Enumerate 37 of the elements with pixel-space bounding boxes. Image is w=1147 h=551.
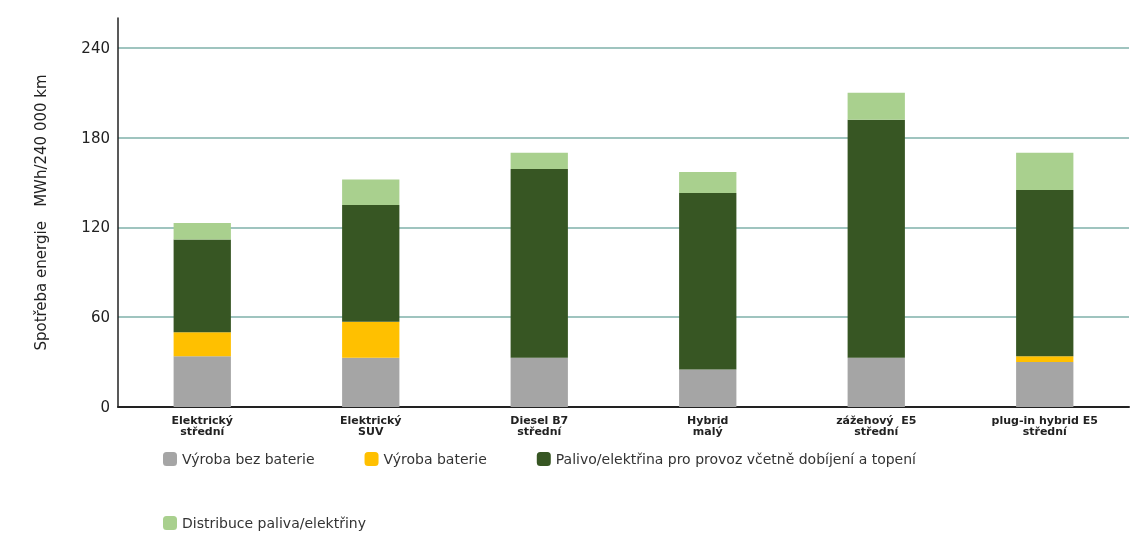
x-tick-label: Diesel B7 střední [510, 414, 569, 438]
x-tick-label: zážehový E5 střední [836, 414, 917, 438]
bar [847, 92, 905, 120]
bar [679, 193, 737, 370]
bar [847, 357, 905, 407]
bar [510, 169, 568, 358]
legend-label: Distribuce paliva/elektřiny [182, 515, 366, 531]
bar [342, 321, 400, 358]
x-tick-label: plug-in hybrid E5 střední [991, 414, 1098, 438]
bar [1016, 190, 1074, 357]
x-tick-label: Hybrid malý [687, 414, 729, 438]
bar [173, 239, 231, 333]
bar [1016, 152, 1074, 191]
y-axis-title: Spotřeba energie MWh/240 000 km [31, 74, 50, 351]
y-tick-label: 60 [90, 308, 110, 327]
bar [173, 356, 231, 407]
bar [847, 119, 905, 358]
legend-label: Palivo/elektřina pro provoz včetně dobíjení a topení [555, 451, 918, 467]
bar [1016, 362, 1074, 407]
bar [342, 357, 400, 407]
bar [510, 152, 568, 170]
bar [510, 357, 568, 407]
bar [679, 172, 737, 194]
legend-label: Výroba bez baterie [182, 451, 315, 467]
bar [679, 369, 737, 407]
bar [1016, 356, 1074, 363]
y-tick-label: 120 [81, 218, 110, 237]
x-tick-label: Elektrický střední [171, 414, 234, 438]
y-tick-label: 180 [81, 128, 110, 147]
bar [173, 332, 231, 357]
bar [342, 205, 400, 322]
y-tick-label: 240 [81, 38, 110, 57]
legend-label: Výroba baterie [383, 451, 487, 467]
y-tick-label: 0 [100, 398, 110, 416]
bar [173, 222, 231, 240]
x-tick-label: Elektrický SUV [339, 414, 402, 438]
bar [342, 179, 400, 206]
